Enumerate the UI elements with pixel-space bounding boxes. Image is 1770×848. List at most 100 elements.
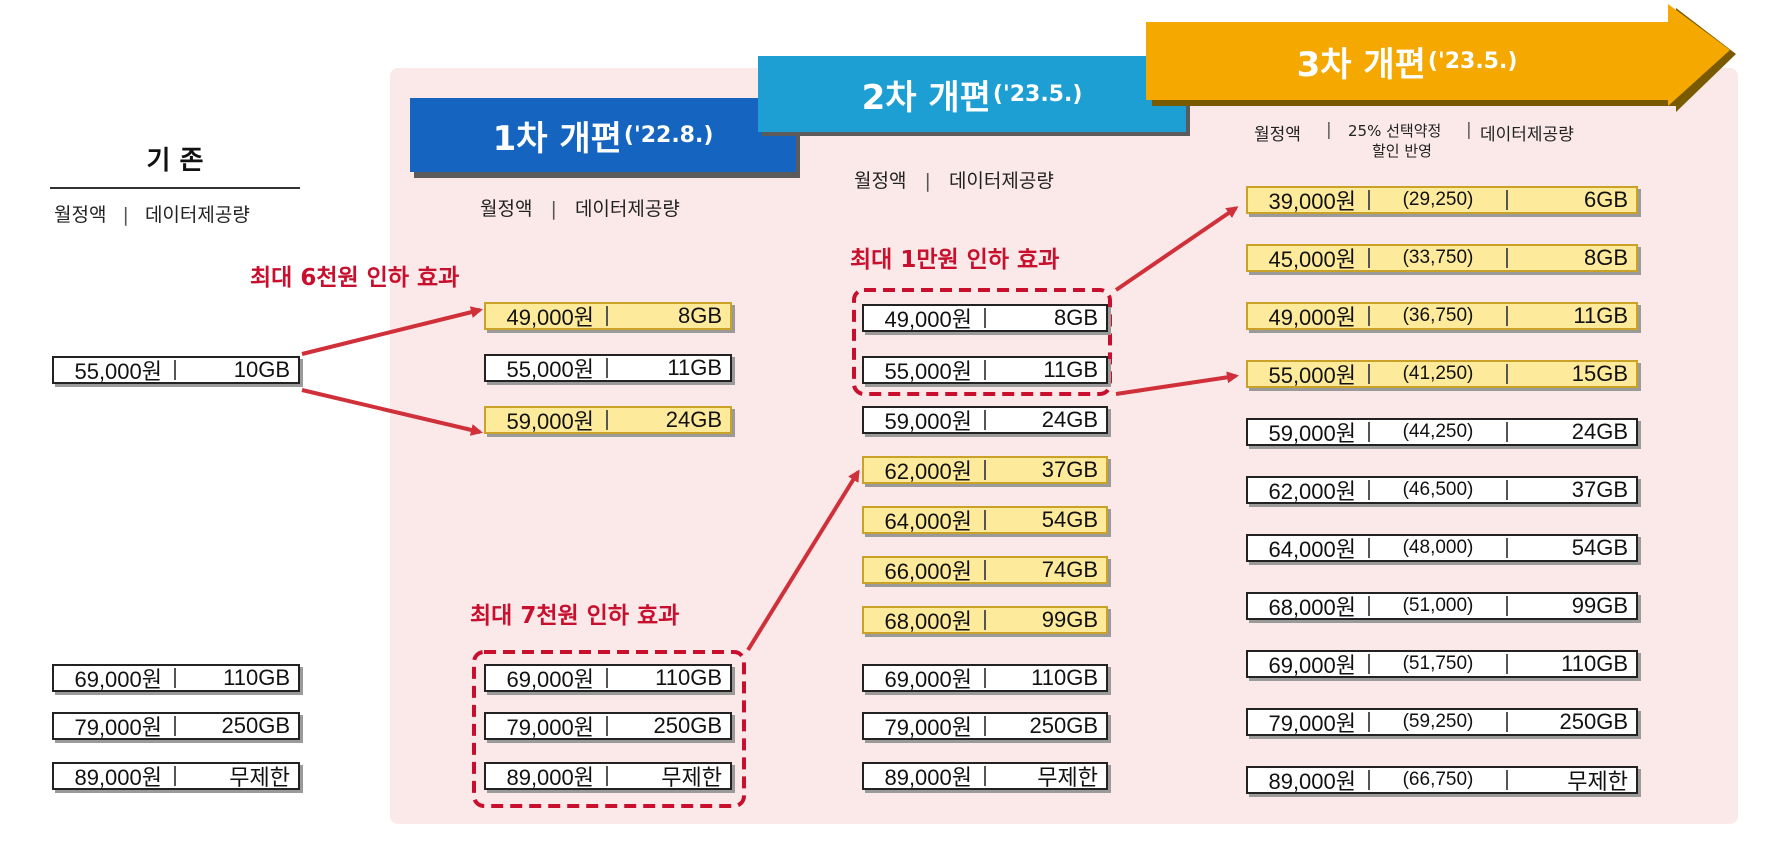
stage3-plan-box: 62,000원 (46,500) 37GB — [1246, 476, 1638, 504]
stage3-plan-box: 89,000원 (66,750) 무제한 — [1246, 766, 1638, 794]
stage1-date: ('22.8.) — [623, 122, 714, 148]
plan-data: 37GB — [1041, 457, 1098, 482]
divider — [174, 716, 176, 736]
plan-data: 99GB — [1571, 593, 1628, 618]
stage1-plan-box: 55,000원 11GB — [484, 354, 732, 382]
stage3-plan-box: 68,000원 (51,000) 99GB — [1246, 592, 1638, 620]
plan-price: 69,000원 — [74, 667, 162, 692]
plan-price: 64,000원 — [1268, 537, 1356, 562]
plan-price: 89,000원 — [1268, 769, 1356, 794]
baseline-header-price: 월정액 — [54, 204, 107, 226]
plan-data: 99GB — [1041, 607, 1098, 632]
plan-price: 59,000원 — [506, 409, 594, 434]
plan-price: 55,000원 — [74, 359, 162, 384]
plan-discount-price: (46,500) — [1402, 479, 1474, 500]
arrow-base-to-49000 — [301, 306, 483, 356]
plan-data: 110GB — [1031, 665, 1098, 690]
plan-price: 59,000원 — [1268, 421, 1356, 446]
stage3-plan-box: 69,000원 (51,750) 110GB — [1246, 650, 1638, 678]
divider — [1368, 712, 1370, 732]
divider — [984, 560, 986, 580]
stage3-plan-box: 49,000원 (36,750) 11GB — [1246, 302, 1638, 330]
plan-discount-price: (51,750) — [1402, 653, 1474, 674]
arrow-stage1-to-stage2-new — [746, 469, 860, 652]
arrow-stage2-to-39000 — [1114, 206, 1239, 292]
plan-data: 15GB — [1571, 361, 1628, 386]
stage2-plan-box: 62,000원 37GB — [862, 456, 1108, 484]
plan-price: 79,000원 — [884, 715, 972, 740]
divider — [606, 668, 608, 688]
divider — [1368, 248, 1370, 268]
stage3-plan-box: 64,000원 (48,000) 54GB — [1246, 534, 1638, 562]
stage1-header-price: 월정액 — [480, 198, 533, 220]
baseline-plan-box: 89,000원 무제한 — [52, 762, 300, 790]
divider — [1506, 480, 1508, 500]
plan-price: 68,000원 — [1268, 595, 1356, 620]
plan-discount-price: (66,750) — [1402, 769, 1474, 790]
divider — [1368, 654, 1370, 674]
stage2-header-price: 월정액 — [854, 170, 907, 192]
plan-data: 10GB — [233, 357, 290, 382]
stage3-plan-box: 59,000원 (44,250) 24GB — [1246, 418, 1638, 446]
plan-price: 64,000원 — [884, 509, 972, 534]
stage2-title: 2차 개편 — [861, 77, 991, 118]
divider — [606, 766, 608, 786]
stage2-plan-box: 64,000원 54GB — [862, 506, 1108, 534]
divider — [984, 360, 986, 380]
divider — [174, 360, 176, 380]
plan-data: 24GB — [1571, 419, 1628, 444]
plan-discount-price: (51,000) — [1402, 595, 1474, 616]
stage3-title: 3차 개편 — [1296, 44, 1426, 85]
plan-discount-price: (29,250) — [1402, 189, 1474, 210]
divider — [984, 668, 986, 688]
stage2-plan-box: 89,000원 무제한 — [862, 762, 1108, 790]
plan-price: 79,000원 — [506, 715, 594, 740]
divider — [1506, 422, 1508, 442]
divider — [1506, 712, 1508, 732]
plan-data: 110GB — [1561, 651, 1628, 676]
plan-price: 49,000원 — [1268, 305, 1356, 330]
plan-data: 무제한 — [229, 765, 290, 790]
plan-price: 89,000원 — [884, 765, 972, 790]
stage2-header: 월정액 | 데이터제공량 — [854, 170, 1054, 192]
baseline-title: 기 존 — [146, 146, 204, 176]
plan-data: 8GB — [1583, 245, 1628, 270]
stage1-plan-box: 89,000원 무제한 — [484, 762, 732, 790]
plan-price: 55,000원 — [884, 359, 972, 384]
divider — [606, 410, 608, 430]
divider — [1368, 480, 1370, 500]
stage3-ribbon-label: 3차 개편 ('23.5.) — [1146, 22, 1668, 100]
stage3-header-data: 데이터제공량 — [1480, 125, 1574, 145]
stage3-header-price: 월정액 — [1254, 125, 1301, 145]
divider — [1506, 538, 1508, 558]
plan-price: 55,000원 — [506, 357, 594, 382]
divider — [984, 460, 986, 480]
stage2-plan-box: 55,000원 11GB — [862, 356, 1108, 384]
divider — [1506, 654, 1508, 674]
divider — [1368, 190, 1370, 210]
plan-price: 68,000원 — [884, 609, 972, 634]
divider — [1506, 306, 1508, 326]
divider — [1506, 364, 1508, 384]
arrow-base-to-59000 — [301, 388, 483, 436]
plan-data: 54GB — [1041, 507, 1098, 532]
divider — [1368, 364, 1370, 384]
divider — [1506, 770, 1508, 790]
plan-price: 69,000원 — [1268, 653, 1356, 678]
stage2-plan-box: 49,000원 8GB — [862, 304, 1108, 332]
divider — [984, 308, 986, 328]
plan-data: 250GB — [1559, 709, 1629, 734]
stage2-plan-box: 69,000원 110GB — [862, 664, 1108, 692]
divider — [984, 410, 986, 430]
divider — [984, 610, 986, 630]
plan-data: 37GB — [1571, 477, 1628, 502]
stage2-highlight-group — [852, 288, 1112, 396]
arrow-stage2-to-55000 — [1115, 371, 1239, 396]
stage1-effect-b: 최대 7천원 인하 효과 — [470, 603, 680, 629]
plan-price: 89,000원 — [74, 765, 162, 790]
plan-price: 66,000원 — [884, 559, 972, 584]
baseline-plan-box: 79,000원 250GB — [52, 712, 300, 740]
divider — [984, 716, 986, 736]
plan-price: 69,000원 — [506, 667, 594, 692]
stage2-header-data: 데이터제공량 — [948, 170, 1054, 192]
